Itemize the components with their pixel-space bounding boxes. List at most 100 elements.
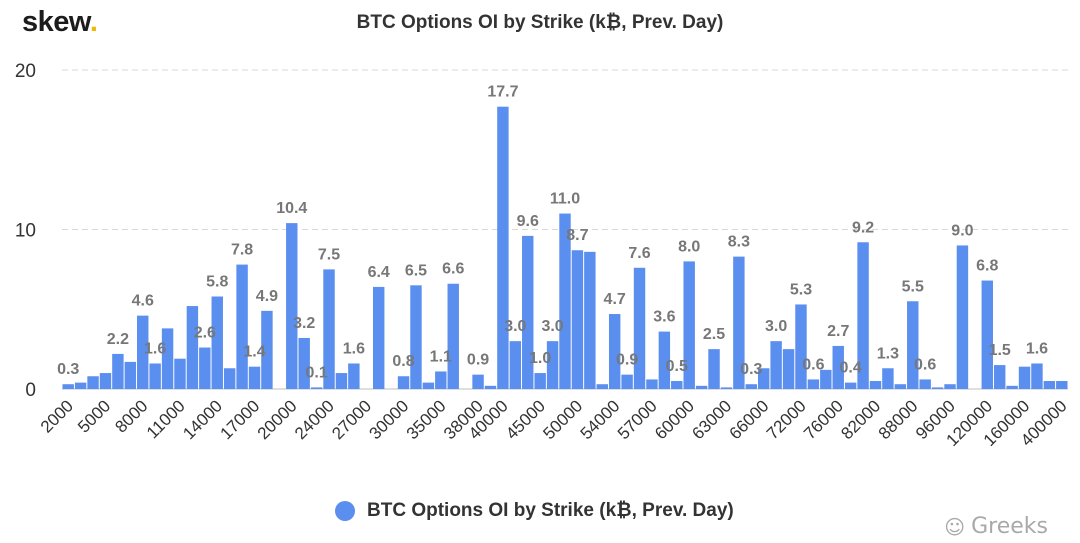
bar-54000[interactable] bbox=[608, 314, 621, 389]
data-label: 7.8 bbox=[231, 242, 253, 259]
x-tick-label: 72000 bbox=[763, 396, 810, 443]
bar-45000[interactable] bbox=[534, 373, 546, 389]
x-tick-label: 88000 bbox=[875, 396, 922, 443]
bar-48000[interactable] bbox=[559, 213, 571, 389]
x-tick-label: 35000 bbox=[403, 396, 450, 443]
bar-52000[interactable] bbox=[584, 251, 596, 389]
bar-21000[interactable] bbox=[298, 337, 310, 389]
bar-300000[interactable] bbox=[1043, 381, 1056, 389]
bar-34000[interactable] bbox=[422, 382, 435, 389]
data-label: 2.7 bbox=[827, 323, 849, 340]
bar-74000[interactable] bbox=[807, 379, 820, 389]
bar-32000[interactable] bbox=[410, 285, 422, 389]
data-label: 3.2 bbox=[293, 315, 315, 332]
bar-30000[interactable] bbox=[397, 376, 410, 389]
bar-25000[interactable] bbox=[335, 373, 348, 389]
bar-40000[interactable] bbox=[497, 106, 509, 389]
bar-60000[interactable] bbox=[683, 261, 695, 389]
bar-28000[interactable] bbox=[372, 286, 385, 389]
bar-16000[interactable] bbox=[236, 264, 248, 389]
x-tick-label: 54000 bbox=[577, 396, 624, 443]
bar-12000[interactable] bbox=[186, 306, 199, 389]
data-label: 3.0 bbox=[541, 318, 563, 335]
y-tick-label: 10 bbox=[15, 221, 36, 242]
data-label: 6.6 bbox=[442, 261, 464, 278]
data-label: 6.4 bbox=[368, 264, 390, 281]
bar-160000[interactable] bbox=[1018, 366, 1031, 389]
data-label: 1.6 bbox=[1026, 340, 1048, 357]
bar-14000[interactable] bbox=[211, 296, 223, 389]
bar-39000[interactable] bbox=[484, 385, 497, 389]
bar-6000[interactable] bbox=[112, 353, 124, 389]
bar-72000[interactable] bbox=[795, 304, 807, 389]
bar-3000[interactable] bbox=[74, 382, 87, 389]
bar-66000[interactable] bbox=[758, 368, 770, 389]
data-label: 0.9 bbox=[616, 352, 638, 369]
bar-78000[interactable] bbox=[844, 382, 857, 389]
brand-name: skew bbox=[22, 6, 90, 38]
bar-44000[interactable] bbox=[522, 235, 534, 389]
bar-42000[interactable] bbox=[509, 341, 522, 389]
bar-120000[interactable] bbox=[981, 280, 993, 389]
bar-140000[interactable] bbox=[1006, 385, 1018, 389]
bar-62000[interactable] bbox=[708, 349, 720, 390]
bar-4000[interactable] bbox=[87, 376, 99, 389]
bars bbox=[62, 106, 1068, 390]
bar-9000[interactable] bbox=[149, 363, 161, 389]
bar-85000[interactable] bbox=[894, 384, 907, 389]
bar-400000[interactable] bbox=[1056, 381, 1068, 389]
bar-84000[interactable] bbox=[882, 368, 894, 389]
bar-96000[interactable] bbox=[944, 384, 956, 389]
bar-7000[interactable] bbox=[124, 361, 137, 389]
bar-82000[interactable] bbox=[869, 381, 882, 389]
bar-26000[interactable] bbox=[348, 363, 360, 389]
bar-13000[interactable] bbox=[199, 347, 211, 389]
bar-90000[interactable] bbox=[919, 379, 931, 389]
bar-15000[interactable] bbox=[223, 368, 236, 389]
bar-53000[interactable] bbox=[596, 384, 608, 389]
x-tick-label: 14000 bbox=[179, 396, 226, 443]
bar-64000[interactable] bbox=[733, 256, 745, 389]
bar-88000[interactable] bbox=[907, 301, 919, 389]
bar-17000[interactable] bbox=[248, 366, 261, 389]
bar-65000[interactable] bbox=[745, 384, 758, 389]
bar-38000[interactable] bbox=[472, 374, 484, 389]
bar-5000[interactable] bbox=[99, 373, 112, 389]
bar-46000[interactable] bbox=[546, 341, 559, 389]
bar-58000[interactable] bbox=[658, 331, 671, 389]
bar-55000[interactable] bbox=[621, 374, 633, 389]
bar-76000[interactable] bbox=[832, 345, 844, 389]
data-labels: 0.3 2.2 4.6 1.6 2.6 5.87.8 1.4 4.9 10.4 3.2 0.1 7.5… bbox=[57, 84, 1048, 382]
bar-95000[interactable] bbox=[931, 387, 944, 389]
bar-8000[interactable] bbox=[137, 315, 149, 389]
data-label: 4.7 bbox=[604, 291, 626, 308]
bar-56000[interactable] bbox=[633, 267, 646, 389]
y-tick-label: 0 bbox=[25, 380, 36, 401]
bar-130000[interactable] bbox=[993, 365, 1006, 389]
bar-22000[interactable] bbox=[310, 387, 323, 389]
bar-24000[interactable] bbox=[323, 269, 335, 390]
legend[interactable]: BTC Options OI by Strike (k₿, Prev. Day) bbox=[335, 500, 734, 522]
data-label: 1.5 bbox=[989, 342, 1011, 359]
data-label: 7.5 bbox=[318, 246, 340, 263]
data-label: 0.3 bbox=[740, 361, 762, 378]
bar-59000[interactable] bbox=[671, 381, 683, 389]
x-tick-label: 57000 bbox=[614, 396, 661, 443]
bar-200000[interactable] bbox=[1031, 363, 1043, 389]
bar-70000[interactable] bbox=[782, 349, 795, 390]
bar-11000[interactable] bbox=[174, 358, 186, 389]
bar-36000[interactable] bbox=[447, 283, 459, 389]
bar-20000[interactable] bbox=[286, 223, 298, 389]
bar-10000[interactable] bbox=[161, 328, 174, 389]
bar-57000[interactable] bbox=[646, 379, 658, 389]
bar-50000[interactable] bbox=[571, 250, 584, 389]
bar-2000[interactable] bbox=[62, 384, 74, 389]
bar-18000[interactable] bbox=[261, 310, 273, 389]
bar-80000[interactable] bbox=[857, 242, 869, 389]
bar-68000[interactable] bbox=[770, 341, 782, 389]
bar-100000[interactable] bbox=[956, 245, 969, 389]
bar-63000[interactable] bbox=[720, 387, 733, 389]
bar-75000[interactable] bbox=[820, 369, 832, 389]
bar-35000[interactable] bbox=[435, 371, 447, 389]
bar-61000[interactable] bbox=[695, 385, 708, 389]
